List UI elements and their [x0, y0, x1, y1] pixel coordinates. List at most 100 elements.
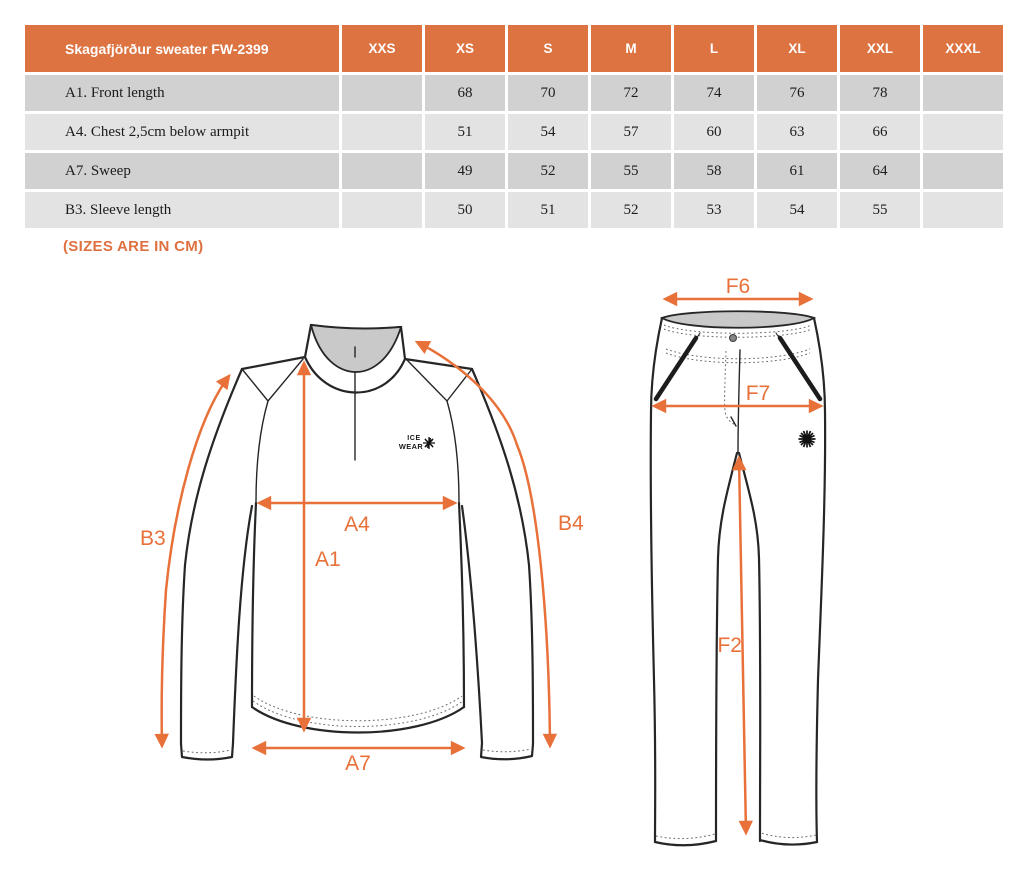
size-cell: 70 [508, 75, 588, 111]
sweater-b4-arrow [414, 340, 558, 749]
size-cell [342, 192, 422, 228]
size-cell: 63 [757, 114, 837, 150]
size-cell: 58 [674, 153, 754, 189]
sweater-left-cuff-stitch [182, 749, 232, 754]
size-cell: 57 [591, 114, 671, 150]
pants-left-pocket [653, 335, 699, 402]
size-cell: 52 [508, 153, 588, 189]
sweater-right-cuff [479, 741, 535, 761]
pants-button [729, 334, 737, 342]
size-cell: 68 [425, 75, 505, 111]
pants-waistband-stitch [663, 328, 813, 338]
sweater-a1-label: A1 [315, 548, 341, 571]
sweater-hem-stitch [252, 700, 464, 727]
size-cell: 55 [840, 192, 920, 228]
measure-label: B3. Sleeve length [25, 192, 339, 228]
measure-label: A7. Sweep [25, 153, 339, 189]
size-cell: 66 [840, 114, 920, 150]
sweater-body-right [457, 501, 466, 709]
sweater-drawing: ICE WEAR B3 B4 A4 A1 A7 [140, 323, 584, 775]
pants-f2-arrow [732, 455, 753, 836]
pants-center-front [737, 349, 741, 453]
icewear-logo-snowflake-icon [423, 437, 435, 449]
pants-waistband-stitch [663, 324, 813, 334]
sweater-left-raglan-seam [241, 358, 304, 403]
sweater-left-shoulder [240, 355, 307, 371]
size-column-header-xxs: XXS [342, 25, 422, 72]
pants-fly-stitch [724, 350, 737, 426]
sweater-right-raglan-seam [406, 359, 473, 403]
sweater-hem [250, 705, 466, 734]
icewear-logo-line1: ICE [407, 435, 420, 442]
size-cell [923, 75, 1003, 111]
sweater-left-sleeve-inner [231, 504, 254, 745]
sizes-in-cm-note: (SIZES ARE IN CM) [63, 238, 204, 255]
pants-right-outer [812, 316, 827, 844]
sweater-b4-label: B4 [558, 512, 584, 535]
sweater-b3-arrow [154, 373, 231, 749]
size-cell [923, 153, 1003, 189]
size-column-header-xxxl: XXXL [923, 25, 1003, 72]
pants-left-inner [714, 451, 739, 843]
size-cell: 49 [425, 153, 505, 189]
pants-left-hem-stitch [655, 833, 716, 840]
sweater-collar-inside [309, 323, 403, 373]
size-cell: 51 [508, 192, 588, 228]
size-column-header-xxl: XXL [840, 25, 920, 72]
pants-f2-label: F2 [717, 634, 742, 657]
pants-right-hem [758, 838, 819, 846]
size-cell [923, 192, 1003, 228]
sweater-right-underarm-seam [446, 400, 460, 503]
size-table: Skagafjörður sweater FW-2399 XXS XS S M … [25, 25, 1003, 228]
sweater-right-cuff-stitch [482, 748, 532, 753]
pants-left-outer [649, 316, 664, 844]
size-cell: 60 [674, 114, 754, 150]
size-cell: 76 [757, 75, 837, 111]
size-column-header-s: S [508, 25, 588, 72]
size-cell [342, 75, 422, 111]
sweater-b3-label: B3 [140, 527, 166, 550]
pants-waistband-bottom-stitch [665, 352, 811, 364]
size-cell: 61 [757, 153, 837, 189]
size-cell [342, 153, 422, 189]
pants-waistband-bottom-stitch [665, 348, 811, 360]
size-cell [923, 114, 1003, 150]
size-cell: 52 [591, 192, 671, 228]
sweater-left-cuff [179, 741, 235, 761]
pants-drawing: F6 F7 F2 [649, 275, 827, 847]
sweater-a4-label: A4 [344, 513, 370, 536]
pants-f6-label: F6 [726, 275, 751, 298]
sweater-body-left [250, 501, 258, 709]
sweater-hem-stitch [253, 695, 463, 722]
pants-right-pocket [777, 335, 823, 402]
sweater-right-sleeve-outer [470, 367, 535, 746]
size-cell: 55 [591, 153, 671, 189]
sweater-left-sleeve-outer [179, 367, 244, 746]
sweater-left-underarm-seam [255, 400, 269, 503]
size-column-header-xs: XS [425, 25, 505, 72]
size-column-header-xl: XL [757, 25, 837, 72]
pants-waist-opening [659, 310, 817, 329]
sweater-a7-label: A7 [345, 752, 371, 775]
size-cell: 50 [425, 192, 505, 228]
product-title: Skagafjörður sweater FW-2399 [25, 25, 339, 72]
pants-right-hem-stitch [760, 832, 817, 839]
size-cell: 54 [508, 114, 588, 150]
size-cell: 78 [840, 75, 920, 111]
pants-fly-bartack [730, 416, 737, 427]
size-cell [342, 114, 422, 150]
pants-left-hem [653, 839, 718, 847]
measure-label: A4. Chest 2,5cm below armpit [25, 114, 339, 150]
pants-snowflake-icon [798, 430, 816, 448]
pants-f7-label: F7 [746, 382, 771, 405]
measure-label: A1. Front length [25, 75, 339, 111]
size-cell: 53 [674, 192, 754, 228]
size-column-header-m: M [591, 25, 671, 72]
size-cell: 51 [425, 114, 505, 150]
size-cell: 54 [757, 192, 837, 228]
icewear-logo-line2: WEAR [399, 442, 423, 451]
size-cell: 74 [674, 75, 754, 111]
size-cell: 64 [840, 153, 920, 189]
